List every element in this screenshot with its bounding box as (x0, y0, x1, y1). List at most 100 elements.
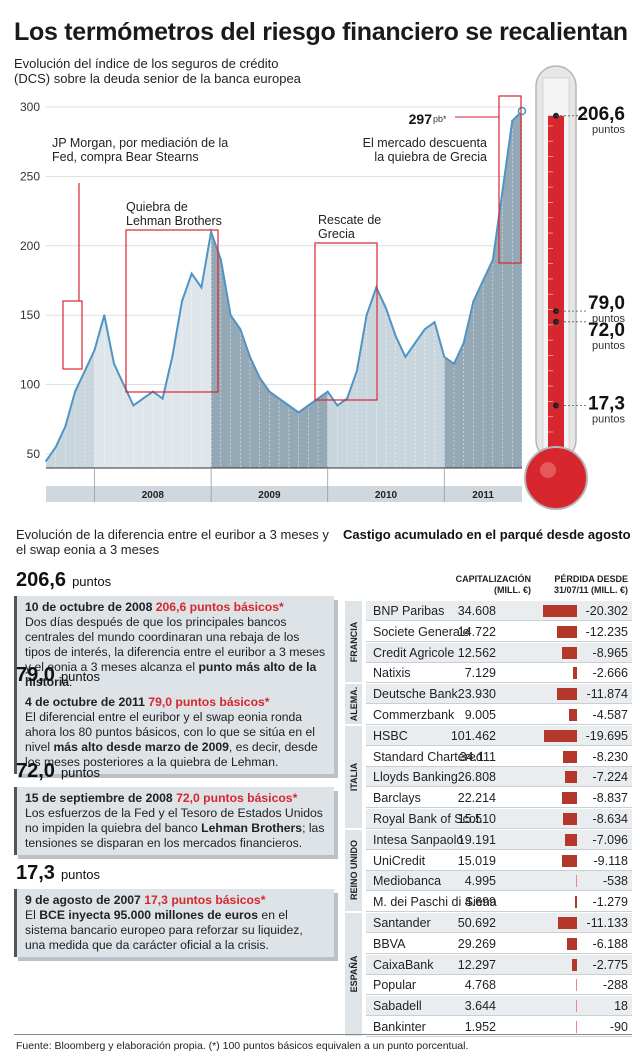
country-label: FRANCIA (345, 601, 362, 683)
bank-name: Bankinter (373, 1020, 426, 1034)
bank-loss: -90 (609, 1020, 628, 1034)
y-tick-label: 150 (20, 308, 40, 322)
loss-bar (576, 1021, 577, 1033)
bank-capitalization: 22.214 (457, 791, 496, 806)
thermometer-bulb (524, 446, 588, 510)
loss-bar (557, 688, 577, 701)
bank-name: UniCredit (373, 853, 426, 868)
footer-source: Fuente: Bloomberg y elaboración propia. … (16, 1040, 469, 1052)
data-point (287, 404, 290, 407)
data-point (462, 342, 465, 344)
peak-value-label: 297 (409, 111, 433, 127)
data-point (278, 397, 281, 400)
bank-capitalization: 12.562 (457, 645, 496, 660)
bank-capitalization: 26.808 (457, 770, 496, 785)
table-row: Sabadell 3.644 18 (366, 996, 632, 1017)
data-point (132, 404, 135, 407)
loss-bar (544, 729, 577, 742)
bank-loss: -19.695 (585, 728, 628, 743)
highlight-grecia (314, 242, 378, 401)
bank-loss: -2.666 (592, 666, 628, 681)
bank-name: M. dei Paschi di Siena (373, 895, 497, 910)
data-point (45, 460, 47, 462)
data-point (472, 300, 475, 303)
euribor-note-box: 15 de septiembre de 2008 72,0 puntos bás… (14, 787, 334, 855)
table-row: M. dei Paschi di Siena 4.699 -1.279 (366, 892, 632, 913)
thermo-unit-label: puntos (592, 124, 626, 136)
bank-capitalization: 15.510 (457, 812, 496, 826)
bank-capitalization: 29.269 (457, 936, 496, 951)
data-point (190, 272, 193, 275)
data-point (171, 355, 174, 358)
bank-name: Royal Bank of Scot. (373, 812, 483, 826)
bank-capitalization: 101.462 (450, 728, 496, 743)
data-point (181, 300, 183, 303)
data-point (365, 314, 368, 317)
col-header-loss: PÉRDIDA DESDE 31/07/11 (MILL. €) (553, 574, 628, 595)
bank-loss: -11.133 (586, 916, 628, 930)
data-point (64, 425, 67, 428)
bank-name: Lloyds Banking (373, 770, 458, 785)
data-point (122, 383, 125, 386)
loss-bar (572, 958, 577, 971)
data-point (268, 390, 271, 393)
data-point (326, 390, 329, 393)
bank-capitalization: 34.608 (457, 604, 496, 618)
data-point (453, 362, 455, 365)
bank-capitalization: 4.995 (464, 874, 496, 889)
data-point (394, 335, 397, 337)
annotation-quiebra-grecia: El mercado descuenta la quiebra de Grecia (363, 136, 487, 164)
thermo-value-label: 17,3 (588, 394, 625, 415)
loss-bar (576, 1000, 577, 1013)
table-row: Standard Chartered 34.111 -8.230 (366, 747, 632, 767)
y-tick-label: 50 (27, 447, 41, 461)
data-point (423, 328, 426, 331)
data-point (346, 397, 349, 400)
bank-capitalization: 7.129 (464, 666, 496, 681)
data-point (161, 397, 164, 400)
loss-bar (561, 646, 577, 659)
y-tick-label: 250 (20, 169, 40, 183)
highlight-bear-stearns (62, 300, 83, 370)
data-point (317, 397, 319, 400)
y-tick-label: 200 (20, 239, 40, 253)
data-point (297, 411, 300, 414)
table-row: Commerzbank 9.005 -4.587 (366, 705, 632, 725)
data-point (336, 404, 339, 407)
col-header-cap: CAPITALIZACIÓN (MILL. €) (455, 574, 531, 595)
chart-subtitle: Evolución del índice de los seguros de c… (14, 56, 301, 86)
euribor-value: 79,0 puntos (16, 664, 100, 686)
data-point (355, 369, 358, 372)
table-row: BBVA 29.269 -6.188 (366, 934, 632, 954)
bank-name: BNP Paribas (373, 604, 445, 618)
bank-capitalization: 9.005 (464, 708, 496, 722)
loss-bar (562, 813, 577, 825)
bank-capitalization: 1.952 (464, 1020, 496, 1034)
bank-capitalization: 4.768 (464, 978, 496, 993)
bank-loss: -8.837 (592, 791, 628, 806)
footer-divider (14, 1034, 632, 1035)
table-row: Intesa Sanpaolo 19.191 -7.096 (366, 829, 632, 850)
loss-bar (563, 750, 577, 763)
bank-loss: -7.096 (592, 832, 628, 847)
table-row: Deutsche Bank 23.930 -11.874 (366, 684, 632, 705)
data-point (385, 307, 387, 310)
bank-loss: -8.634 (592, 812, 628, 826)
bank-loss: -8.965 (592, 645, 628, 660)
euribor-note-box: 9 de agosto de 2007 17,3 puntos básicos*… (14, 889, 334, 957)
loss-bar (558, 917, 577, 929)
data-point (258, 376, 261, 379)
bank-name: BBVA (373, 936, 406, 951)
loss-bar (574, 896, 577, 909)
country-label: ESPAÑA (345, 913, 362, 1036)
euribor-value: 206,6 puntos (16, 569, 112, 591)
loss-bar (569, 709, 577, 721)
y-tick-label: 100 (20, 378, 40, 392)
country-label: ALEMA. (345, 684, 362, 724)
bank-name: Barclays (373, 791, 421, 806)
data-point (414, 342, 417, 344)
bank-capitalization: 15.019 (457, 853, 496, 868)
table-row: Popular 4.768 -288 (366, 975, 632, 996)
thermo-value-label: 79,0 (588, 293, 625, 314)
loss-bar (562, 792, 577, 805)
